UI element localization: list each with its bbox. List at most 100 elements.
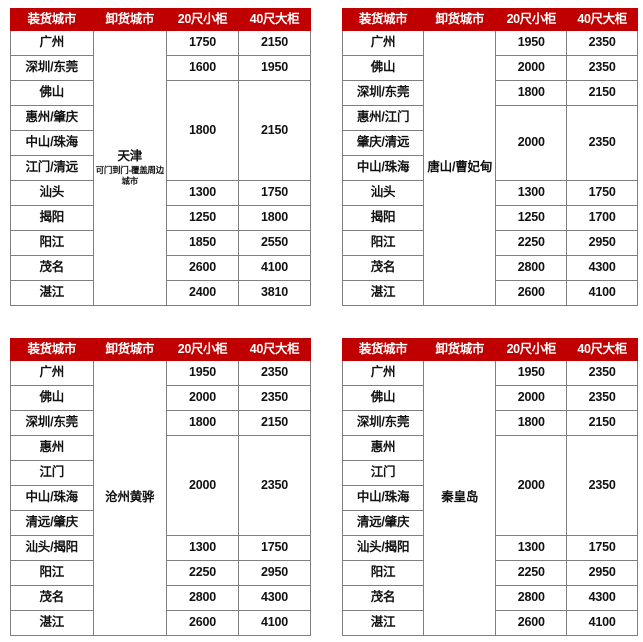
price-40ft-cell: 2550 — [238, 230, 311, 256]
table-row: 阳江 2250 2950 — [341, 560, 638, 586]
table-row: 湛江 2400 3810 — [10, 280, 311, 306]
table-row: 深圳/东莞 1800 2150 — [341, 410, 638, 436]
price-20ft-cell: 2000 — [166, 385, 239, 411]
destination-city-cell: 天津 可门到门-覆盖周边城市 — [92, 30, 167, 306]
table-row: 惠州 2000 2350 — [10, 435, 311, 536]
price-40ft-cell: 2150 — [238, 80, 311, 181]
price-20ft-cell: 1250 — [166, 205, 239, 231]
origin-header: 装货城市 — [341, 8, 425, 31]
table-tangshan: 装货城市 卸货城市 20尺小柜 40尺大柜 广州 唐山/曹妃甸 1950 2350 佛山 2000… — [341, 8, 638, 306]
origin-city-cell: 佛山 — [10, 385, 94, 411]
price-20ft-cell: 1850 — [166, 230, 239, 256]
table-row: 广州 唐山/曹妃甸 1950 2350 — [341, 30, 638, 306]
price-20ft-cell: 2800 — [495, 255, 568, 281]
price-40ft-cell: 1950 — [238, 55, 311, 81]
price-40ft-cell: 2150 — [238, 410, 311, 436]
price-40ft-cell: 4100 — [238, 255, 311, 281]
destination-city-name: 秦皇岛 — [441, 490, 479, 505]
destination-city-name: 天津 — [117, 148, 143, 163]
origin-city-cell: 中山/珠海 — [341, 485, 425, 511]
price-40ft-cell: 2950 — [566, 230, 638, 256]
table-row: 清远/肇庆 — [341, 510, 638, 536]
origin-city-cell: 阳江 — [341, 230, 425, 256]
origin-city-cell: 佛山 — [341, 55, 425, 81]
origin-city-cell: 佛山 — [341, 385, 425, 411]
price-20ft-cell: 2000 — [495, 385, 568, 411]
rate-table: 装货城市 卸货城市 20尺小柜 40尺大柜 广州秦皇岛 1950 2350 佛山 2000 235… — [341, 338, 638, 636]
table-cangzhou: 装货城市 卸货城市 20尺小柜 40尺大柜 广州 沧州黄骅 1950 2350 佛山 2000 23… — [10, 338, 311, 636]
price-20ft-cell: 1800 — [166, 80, 239, 181]
origin-city-cell: 阳江 — [10, 560, 94, 586]
origin-city-cell: 湛江 — [341, 280, 425, 306]
origin-city-cell: 汕头 — [341, 180, 425, 206]
table-row: 中山/珠海 — [10, 130, 311, 156]
origin-city-cell: 惠州/江门 — [341, 105, 425, 131]
table-row: 惠州/江门 2000 2350 — [341, 105, 638, 181]
price-40ft-cell: 1750 — [566, 535, 638, 561]
origin-city-cell: 广州 — [341, 360, 425, 386]
price-40ft-cell: 4100 — [566, 280, 638, 306]
table-row: 佛山 1800 2150 — [10, 80, 311, 181]
origin-city-cell: 江门 — [10, 460, 94, 486]
origin-city-cell: 中山/珠海 — [10, 130, 94, 156]
table-row: 广州 沧州黄骅 1950 2350 — [10, 360, 311, 636]
origin-city-cell: 汕头/揭阳 — [10, 535, 94, 561]
price-20ft-cell: 2000 — [495, 55, 568, 81]
price-20ft-cell: 2600 — [495, 280, 568, 306]
price-20ft-cell: 1950 — [495, 360, 568, 386]
rate-table: 装货城市 卸货城市 20尺小柜 40尺大柜 广州 沧州黄骅 1950 2350 佛山 2000 23… — [10, 338, 311, 636]
price-40ft-cell: 1750 — [238, 180, 311, 206]
table-header-row: 装货城市 卸货城市 20尺小柜 40尺大柜 — [341, 338, 638, 361]
price-40ft-cell: 4300 — [238, 585, 311, 611]
price-40ft-cell: 2350 — [566, 385, 638, 411]
origin-city-cell: 阳江 — [341, 560, 425, 586]
table-row: 佛山 2000 2350 — [10, 385, 311, 411]
table-header-row: 装货城市 卸货城市 20尺小柜 40尺大柜 — [10, 8, 311, 31]
table-row: 汕头/揭阳 1300 1750 — [10, 535, 311, 561]
price-40ft-cell: 2350 — [238, 385, 311, 411]
price-40ft-cell: 2150 — [566, 410, 638, 436]
price-40ft-cell: 2350 — [566, 55, 638, 81]
origin-city-cell: 阳江 — [10, 230, 94, 256]
price-40ft-cell: 1700 — [566, 205, 638, 231]
container-20ft-header: 20尺小柜 — [495, 8, 568, 31]
price-40ft-cell: 1800 — [238, 205, 311, 231]
price-20ft-cell: 1600 — [166, 55, 239, 81]
origin-city-cell: 深圳/东莞 — [341, 80, 425, 106]
price-20ft-cell: 2250 — [495, 230, 568, 256]
origin-city-cell: 茂名 — [341, 585, 425, 611]
origin-city-cell: 湛江 — [341, 610, 425, 636]
origin-city-cell: 惠州 — [341, 435, 425, 461]
price-40ft-cell: 4300 — [566, 585, 638, 611]
destination-header: 卸货城市 — [423, 338, 497, 361]
table-row: 揭阳 1250 1700 — [341, 205, 638, 231]
origin-city-cell: 佛山 — [10, 80, 94, 106]
table-row: 广州秦皇岛 1950 2350 — [341, 360, 638, 636]
destination-city-cell: 秦皇岛 — [423, 360, 497, 636]
price-20ft-cell: 1250 — [495, 205, 568, 231]
table-row: 惠州/肇庆 — [10, 105, 311, 131]
container-40ft-header: 40尺大柜 — [566, 338, 638, 361]
price-20ft-cell: 1300 — [495, 535, 568, 561]
container-40ft-header: 40尺大柜 — [238, 338, 311, 361]
origin-city-cell: 揭阳 — [341, 205, 425, 231]
table-row: 湛江 2600 4100 — [341, 610, 638, 636]
table-row: 广州 天津 可门到门-覆盖周边城市 1750 2150 — [10, 30, 311, 306]
price-40ft-cell: 1750 — [566, 180, 638, 206]
price-20ft-cell: 1950 — [495, 30, 568, 56]
price-20ft-cell: 2800 — [166, 585, 239, 611]
table-row: 肇庆/清远 — [341, 130, 638, 156]
origin-city-cell: 深圳/东莞 — [10, 410, 94, 436]
destination-city-name: 沧州黄骅 — [105, 490, 155, 505]
price-40ft-cell: 1750 — [238, 535, 311, 561]
origin-header: 装货城市 — [10, 8, 94, 31]
origin-city-cell: 茂名 — [341, 255, 425, 281]
table-row: 阳江 2250 2950 — [10, 560, 311, 586]
table-row: 揭阳 1250 1800 — [10, 205, 311, 231]
table-row: 茂名 2600 4100 — [10, 255, 311, 281]
origin-city-cell: 茂名 — [10, 585, 94, 611]
price-40ft-cell: 4100 — [566, 610, 638, 636]
price-40ft-cell: 2350 — [566, 360, 638, 386]
table-row: 江门 — [341, 460, 638, 486]
